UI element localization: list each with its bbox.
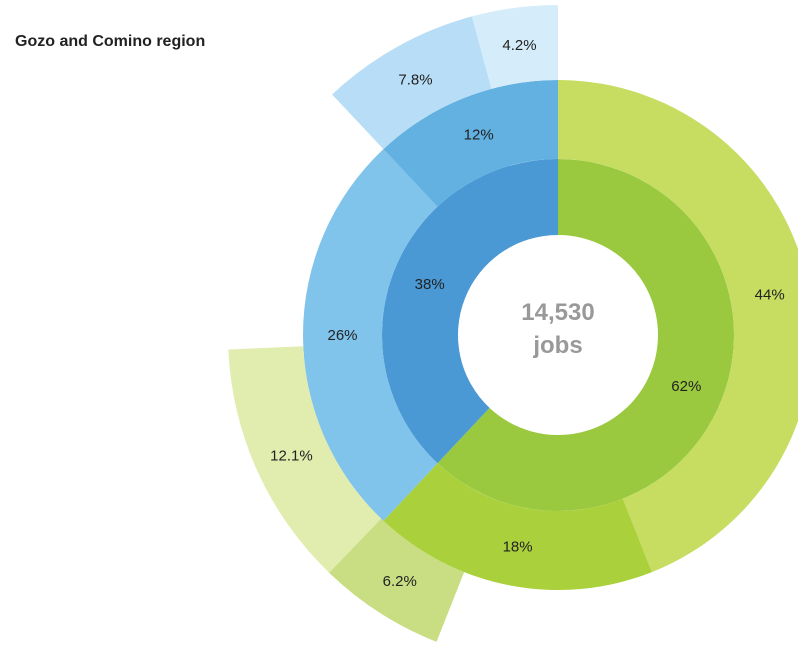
center-unit: jobs	[532, 332, 582, 359]
middle-segment-3-label: 12%	[464, 127, 494, 144]
inner-segment-0-label: 62%	[671, 378, 701, 395]
center-total: 14,530	[521, 299, 594, 326]
outer-segment-3-label: 4.2%	[502, 37, 536, 54]
middle-segment-2-label: 26%	[327, 327, 357, 344]
outer-segment-1-label: 12.1%	[270, 447, 313, 464]
outer-segment-2	[332, 16, 492, 150]
middle-segment-1-label: 18%	[503, 539, 533, 556]
middle-segment-0	[558, 80, 798, 573]
inner-segment-0	[437, 159, 734, 511]
segments-group	[228, 5, 798, 642]
outer-segment-3	[471, 5, 558, 89]
middle-segment-1	[383, 463, 652, 590]
outer-segment-0-label: 6.2%	[383, 573, 417, 590]
outer-segment-2-label: 7.8%	[398, 72, 432, 89]
middle-segment-2	[302, 149, 438, 521]
inner-segment-1	[382, 159, 558, 464]
outer-segment-1	[228, 346, 382, 573]
inner-segment-1-label: 38%	[415, 276, 445, 293]
chart-title: Gozo and Comino region	[15, 33, 206, 50]
middle-segment-3	[383, 80, 558, 207]
middle-segment-0-label: 44%	[755, 287, 785, 304]
labels-group: 62% 38% 44% 18% 26% 12% 6.2% 12.1% 7.8% 4.2%	[270, 37, 785, 590]
outer-segment-0	[329, 518, 465, 642]
